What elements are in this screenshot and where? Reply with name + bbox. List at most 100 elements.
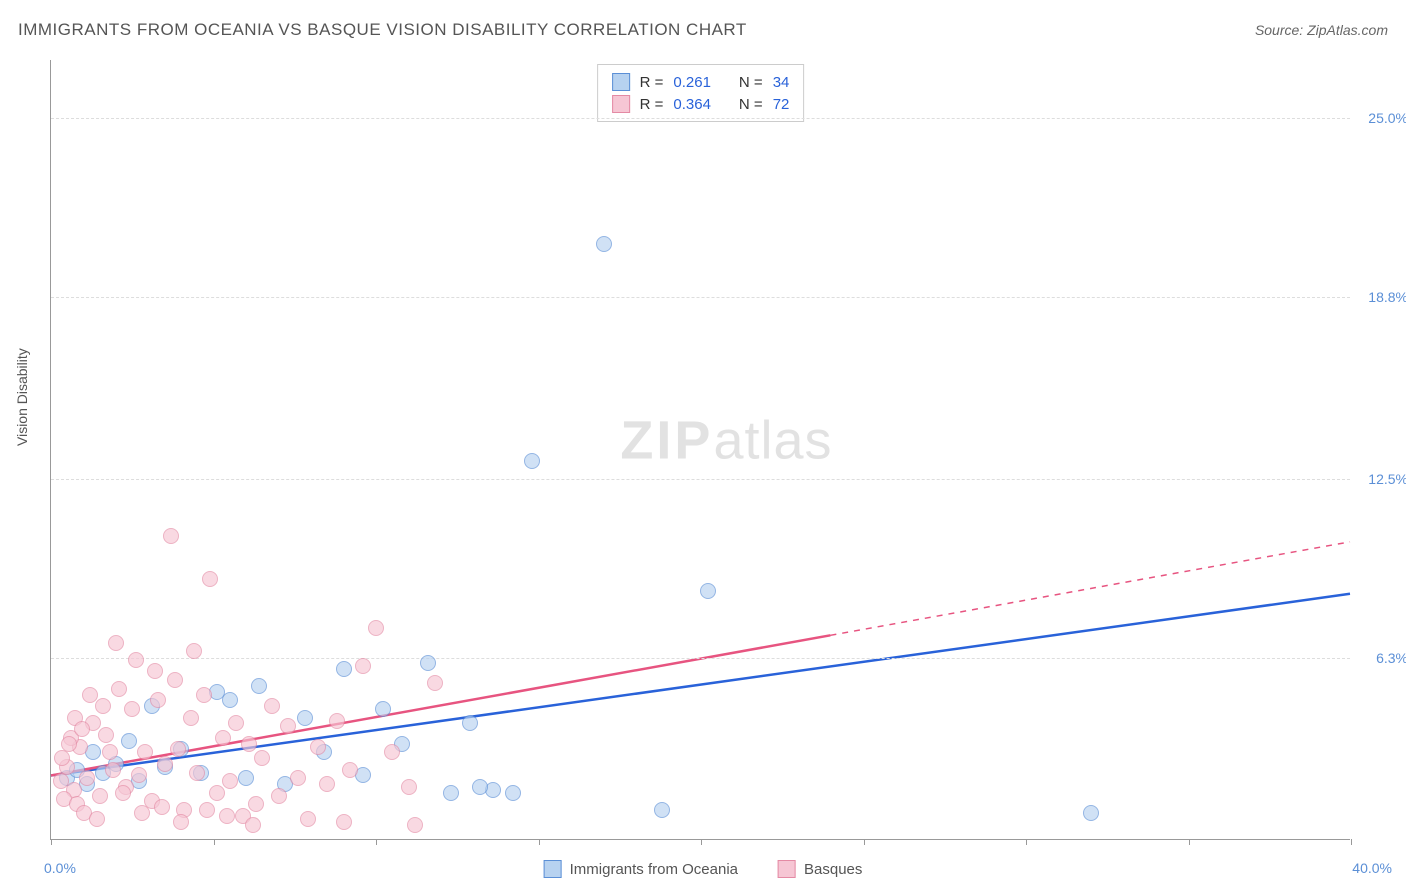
scatter-point [134, 805, 150, 821]
scatter-point [248, 796, 264, 812]
scatter-point [61, 736, 77, 752]
n-label: N = [739, 74, 763, 91]
scatter-point [121, 733, 137, 749]
scatter-point [92, 788, 108, 804]
scatter-point [222, 773, 238, 789]
r-label: R = [640, 96, 664, 113]
scatter-point [238, 770, 254, 786]
stats-row-1: R = 0.364 N = 72 [612, 93, 790, 115]
scatter-point [54, 750, 70, 766]
gridline [51, 479, 1350, 480]
legend-label: Immigrants from Oceania [570, 861, 738, 878]
scatter-point [124, 701, 140, 717]
scatter-point [245, 817, 261, 833]
scatter-point [384, 744, 400, 760]
scatter-point [157, 756, 173, 772]
scatter-point [443, 785, 459, 801]
scatter-point [167, 672, 183, 688]
r-value: 0.261 [673, 74, 711, 91]
series-legend: Immigrants from Oceania Basques [544, 860, 863, 878]
scatter-point [241, 736, 257, 752]
y-tick-label: 12.5% [1358, 471, 1406, 487]
chart-title: IMMIGRANTS FROM OCEANIA VS BASQUE VISION… [18, 20, 747, 40]
scatter-point [196, 687, 212, 703]
scatter-point [163, 528, 179, 544]
scatter-point [462, 715, 478, 731]
scatter-point [375, 701, 391, 717]
scatter-point [1083, 805, 1099, 821]
scatter-point [199, 802, 215, 818]
r-label: R = [640, 74, 664, 91]
scatter-point [300, 811, 316, 827]
scatter-point [420, 655, 436, 671]
scatter-point [290, 770, 306, 786]
source-attribution: Source: ZipAtlas.com [1255, 22, 1388, 38]
scatter-point [524, 453, 540, 469]
scatter-point [329, 713, 345, 729]
scatter-point [111, 681, 127, 697]
stats-row-0: R = 0.261 N = 34 [612, 71, 790, 93]
scatter-point [89, 811, 105, 827]
legend-label: Basques [804, 861, 862, 878]
x-axis-min-label: 0.0% [44, 860, 76, 876]
trend-line-extrapolated [830, 542, 1350, 635]
scatter-point [215, 730, 231, 746]
scatter-point [336, 661, 352, 677]
scatter-point [137, 744, 153, 760]
n-value: 72 [773, 96, 790, 113]
n-value: 34 [773, 74, 790, 91]
scatter-point [336, 814, 352, 830]
scatter-point [310, 739, 326, 755]
scatter-point [82, 687, 98, 703]
scatter-point [189, 765, 205, 781]
scatter-point [102, 744, 118, 760]
x-tick [864, 839, 865, 845]
x-tick [376, 839, 377, 845]
scatter-point [79, 770, 95, 786]
swatch-icon [612, 95, 630, 113]
trend-line [51, 635, 830, 775]
scatter-point [115, 785, 131, 801]
stats-legend: R = 0.261 N = 34 R = 0.364 N = 72 [597, 64, 805, 122]
y-axis-title: Vision Disability [14, 348, 30, 446]
y-tick-label: 18.8% [1358, 289, 1406, 305]
x-tick [1189, 839, 1190, 845]
scatter-point [254, 750, 270, 766]
x-tick [214, 839, 215, 845]
scatter-point [319, 776, 335, 792]
scatter-point [209, 785, 225, 801]
scatter-point [128, 652, 144, 668]
x-tick [51, 839, 52, 845]
scatter-point [202, 571, 218, 587]
scatter-point [95, 698, 111, 714]
scatter-point [596, 236, 612, 252]
legend-item-0: Immigrants from Oceania [544, 860, 738, 878]
scatter-point [228, 715, 244, 731]
gridline [51, 658, 1350, 659]
scatter-point [108, 635, 124, 651]
scatter-point [472, 779, 488, 795]
scatter-point [251, 678, 267, 694]
scatter-point [297, 710, 313, 726]
scatter-point [170, 741, 186, 757]
scatter-point [98, 727, 114, 743]
scatter-point [654, 802, 670, 818]
scatter-point [150, 692, 166, 708]
scatter-point [700, 583, 716, 599]
scatter-point [368, 620, 384, 636]
x-tick [1026, 839, 1027, 845]
scatter-point [271, 788, 287, 804]
r-value: 0.364 [673, 96, 711, 113]
scatter-point [280, 718, 296, 734]
legend-item-1: Basques [778, 860, 862, 878]
scatter-point [505, 785, 521, 801]
scatter-point [401, 779, 417, 795]
scatter-point [173, 814, 189, 830]
y-tick-label: 6.3% [1358, 650, 1406, 666]
gridline [51, 297, 1350, 298]
scatter-point [355, 658, 371, 674]
scatter-point [222, 692, 238, 708]
scatter-point [264, 698, 280, 714]
scatter-point [186, 643, 202, 659]
scatter-point [219, 808, 235, 824]
